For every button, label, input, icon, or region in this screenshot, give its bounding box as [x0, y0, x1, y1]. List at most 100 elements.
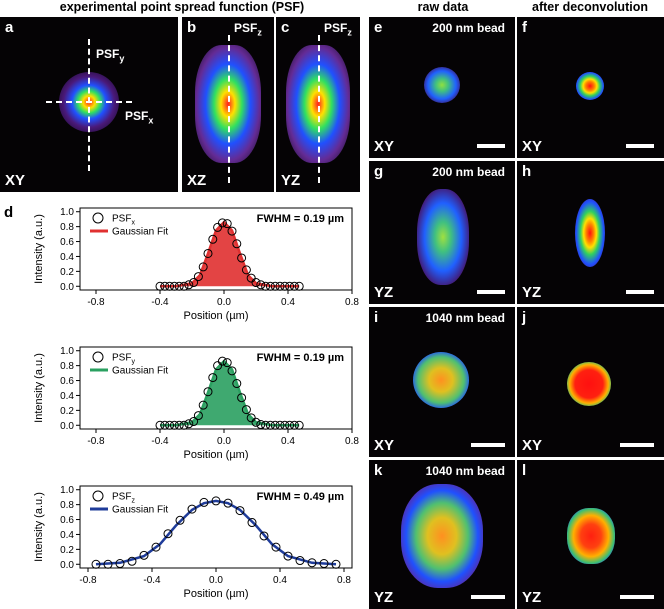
data-point: [139, 550, 149, 560]
psf-x-profile-plot: 0.0 0.2 0.4 0.6 0.8 1.0 -0.8 -0.4 0.0 0.4 0.8 Posit…: [33, 207, 359, 322]
data-point: [193, 272, 203, 282]
y-axis-label: Intensity (a.u.): [33, 492, 45, 562]
y-tick-label: 0.4: [60, 252, 74, 263]
scale-bar: [471, 595, 505, 599]
data-point: [270, 420, 280, 430]
legend-data-marker: [92, 351, 104, 363]
bead-spot: [417, 189, 469, 285]
data-point: [237, 253, 247, 263]
data-point: [174, 420, 184, 430]
data-point: [155, 420, 165, 430]
psf-x-label: PSFx: [125, 109, 154, 126]
panel-letter: e: [374, 19, 383, 36]
data-point: [261, 281, 271, 291]
x-tick-label: -0.8: [87, 436, 105, 447]
panel-letter: c: [281, 19, 290, 36]
scale-bar: [477, 144, 505, 148]
data-point: [275, 281, 285, 291]
orientation-label: XZ: [187, 172, 207, 189]
data-point: [331, 559, 341, 569]
data-point: [179, 281, 189, 291]
panel-letter-d: d: [4, 204, 14, 221]
data-point: [169, 281, 179, 291]
data-point: [155, 281, 165, 291]
x-tick-label: 0.0: [217, 297, 231, 308]
y-tick-label: 0.0: [60, 560, 74, 571]
panel-j-deconv-1040nm-xy: j XY: [517, 307, 664, 457]
panel-h-deconv-200nm-yz: h YZ: [517, 161, 664, 304]
y-tick-label: 0.6: [60, 237, 74, 248]
data-point: [241, 405, 251, 415]
panel-k-raw-1040nm-yz: k 1040 nm bead YZ: [369, 460, 515, 609]
x-tick-label: -0.4: [151, 436, 169, 447]
fwhm-annotation: FWHM = 0.19 µm: [257, 213, 345, 225]
orientation-label: XY: [522, 138, 543, 155]
data-point: [256, 280, 266, 290]
data-point: [165, 420, 175, 430]
data-point: [270, 281, 280, 291]
data-point: [295, 556, 305, 566]
psf-section-header: experimental point spread function (PSF): [59, 0, 305, 14]
data-point: [213, 361, 223, 371]
data-point: [246, 273, 256, 283]
x-tick-label: 0.8: [345, 297, 359, 308]
bead-size-label: 200 nm bead: [432, 165, 505, 179]
psf-z-line: [228, 35, 230, 183]
psf-z-label: PSFz: [324, 21, 352, 38]
y-tick-label: 0.8: [60, 361, 74, 372]
data-point: [280, 281, 290, 291]
panel-letter: k: [374, 462, 383, 479]
raw-data-header: raw data: [417, 0, 469, 14]
orientation-label: YZ: [522, 589, 542, 606]
x-tick-label: 0.0: [217, 436, 231, 447]
fit-area: [160, 361, 300, 426]
scale-bar: [626, 144, 654, 148]
data-point: [187, 504, 197, 514]
data-point: [213, 222, 223, 232]
y-tick-label: 1.0: [60, 346, 74, 357]
y-tick-label: 0.6: [60, 515, 74, 526]
data-point: [222, 219, 232, 229]
panel-letter: j: [522, 309, 527, 326]
panel-b-psf-xz: b PSFz XZ: [182, 17, 274, 192]
scale-bar: [626, 290, 654, 294]
data-point: [160, 420, 170, 430]
x-axis-label: Position (µm): [183, 449, 248, 461]
panel-a-psf-xy: a PSFy PSFx XY: [0, 17, 178, 192]
data-point: [232, 379, 242, 389]
y-axis-label: Intensity (a.u.): [33, 214, 45, 284]
data-point: [265, 420, 275, 430]
orientation-label: YZ: [281, 172, 301, 189]
data-point: [271, 542, 281, 552]
data-point: [251, 278, 261, 288]
psf-z-line: [318, 35, 320, 183]
data-point: [223, 498, 233, 508]
y-tick-label: 0.6: [60, 376, 74, 387]
fit-area: [160, 222, 300, 287]
data-point: [198, 400, 208, 410]
legend-data-marker: [92, 212, 104, 224]
data-point: [222, 358, 232, 368]
data-point: [217, 218, 227, 228]
panel-e-raw-200nm-xy: e 200 nm bead XY: [369, 17, 515, 158]
deconvolution-header: after deconvolution: [532, 0, 648, 14]
y-tick-label: 0.0: [60, 282, 74, 293]
scale-bar: [471, 443, 505, 447]
data-point: [160, 281, 170, 291]
orientation-label: YZ: [374, 589, 394, 606]
panel-letter: l: [522, 462, 527, 479]
panel-letter: f: [522, 19, 527, 36]
panel-f-deconv-200nm-xy: f XY: [517, 17, 664, 158]
bead-spot: [401, 484, 483, 588]
legend-fit-label: Gaussian Fit: [112, 227, 168, 238]
y-tick-label: 0.2: [60, 406, 74, 417]
data-point: [193, 411, 203, 421]
data-point: [241, 265, 251, 275]
data-point: [198, 262, 208, 272]
data-point: [103, 559, 113, 569]
data-point: [189, 278, 199, 288]
data-point: [208, 234, 218, 244]
data-point: [251, 417, 261, 427]
orientation-label: XY: [374, 437, 395, 454]
y-tick-label: 1.0: [60, 207, 74, 218]
